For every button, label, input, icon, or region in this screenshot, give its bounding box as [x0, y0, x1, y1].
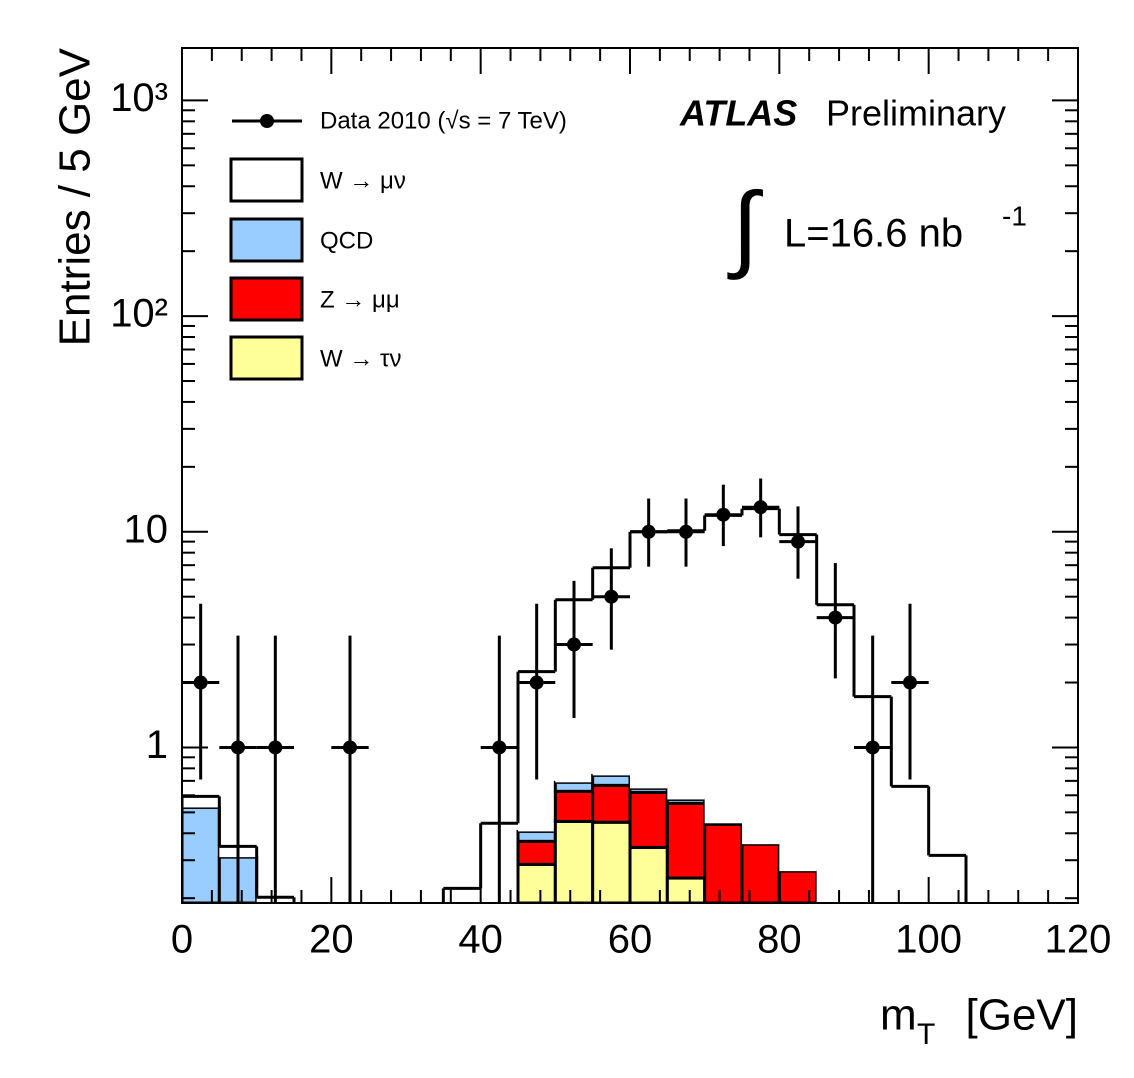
data-point: [604, 589, 619, 604]
hist-bar: [591, 773, 632, 787]
hist-bar: [777, 869, 819, 903]
luminosity-label: L=16.6 nb: [784, 212, 963, 256]
legend: Data 2010 (√s = 7 TeV) W → μν QCD Z → μμ W →…: [229, 107, 567, 381]
y-tick-label: 10³: [110, 76, 168, 120]
hist-bar: [591, 820, 632, 903]
y-tick-label: 1: [146, 723, 168, 767]
x-tick-label: 100: [895, 918, 962, 962]
legend-marker: [260, 114, 274, 128]
x-tick-label: 120: [1045, 918, 1112, 962]
legend-swatch: [229, 217, 304, 263]
y-tick-label: 10: [124, 507, 169, 551]
hist-bar: [516, 839, 557, 866]
x-axis-label-main: m: [880, 991, 917, 1040]
data-point: [791, 534, 805, 549]
x-tick-label: 80: [757, 918, 802, 962]
hist-bar: [553, 789, 595, 823]
data-point: [865, 740, 880, 755]
x-tick-label: 40: [458, 918, 503, 962]
hist-bar: [779, 534, 817, 872]
hist-bar: [443, 888, 481, 903]
luminosity-power: -1: [1002, 200, 1027, 231]
hist-bar: [703, 821, 744, 826]
plot-area: [182, 478, 968, 903]
legend-label: Z → μμ: [320, 286, 400, 313]
hist-bar: [665, 876, 707, 903]
x-tick-label: 0: [171, 918, 193, 962]
hist-bar: [891, 786, 929, 903]
x-tick-label: 20: [309, 918, 354, 962]
hist-bar: [630, 531, 668, 789]
data-point: [492, 740, 507, 755]
hist-bar: [742, 508, 780, 845]
hist-bar: [516, 862, 557, 903]
legend-label: W → τν: [320, 345, 401, 372]
data-point: [828, 610, 843, 625]
hist-bar: [182, 796, 220, 808]
integral-sign: ∫: [727, 173, 763, 280]
x-axis-label-sub: T: [917, 1018, 935, 1051]
data-point: [716, 507, 731, 522]
data-point: [641, 524, 656, 539]
data-point: [529, 675, 544, 690]
hist-bar: [667, 530, 705, 800]
hist-bar: [182, 805, 221, 903]
hist-bar: [553, 780, 595, 793]
data-point: [193, 675, 208, 690]
hist-bar: [928, 855, 966, 903]
legend-label: QCD: [320, 227, 373, 254]
data-point: [753, 500, 768, 515]
hist-bar: [628, 790, 669, 849]
hist-bar: [704, 515, 742, 824]
legend-swatch: [229, 157, 304, 203]
hist-bar: [628, 845, 669, 903]
data-point: [679, 524, 693, 539]
legend-label: W → μν: [320, 167, 406, 194]
y-tick-label: 10²: [110, 292, 168, 336]
hist-bar: [740, 842, 781, 903]
hist-bar: [703, 822, 744, 903]
data-point: [567, 637, 581, 652]
data-point: [268, 740, 283, 755]
legend-swatch: [229, 335, 304, 381]
hist-bar: [665, 801, 707, 880]
hist-bar: [553, 819, 595, 903]
x-tick-label: 60: [608, 918, 653, 962]
data-point: [903, 675, 917, 690]
status-label: Preliminary: [826, 93, 1006, 134]
experiment-label: ATLAS: [679, 93, 797, 134]
hist-bar: [628, 786, 669, 794]
hist-bar: [665, 797, 707, 805]
hist-bar: [591, 783, 632, 824]
hist-bar: [516, 829, 557, 843]
x-axis-label: m T [GeV]: [880, 991, 1078, 1051]
data-point: [231, 740, 245, 755]
legend-swatch: [229, 276, 304, 322]
x-axis-label-unit: [GeV]: [966, 991, 1079, 1040]
legend-label: Data 2010 (√s = 7 TeV): [320, 107, 567, 134]
data-point: [343, 740, 357, 755]
y-axis-label: Entries / 5 GeV: [51, 47, 100, 346]
